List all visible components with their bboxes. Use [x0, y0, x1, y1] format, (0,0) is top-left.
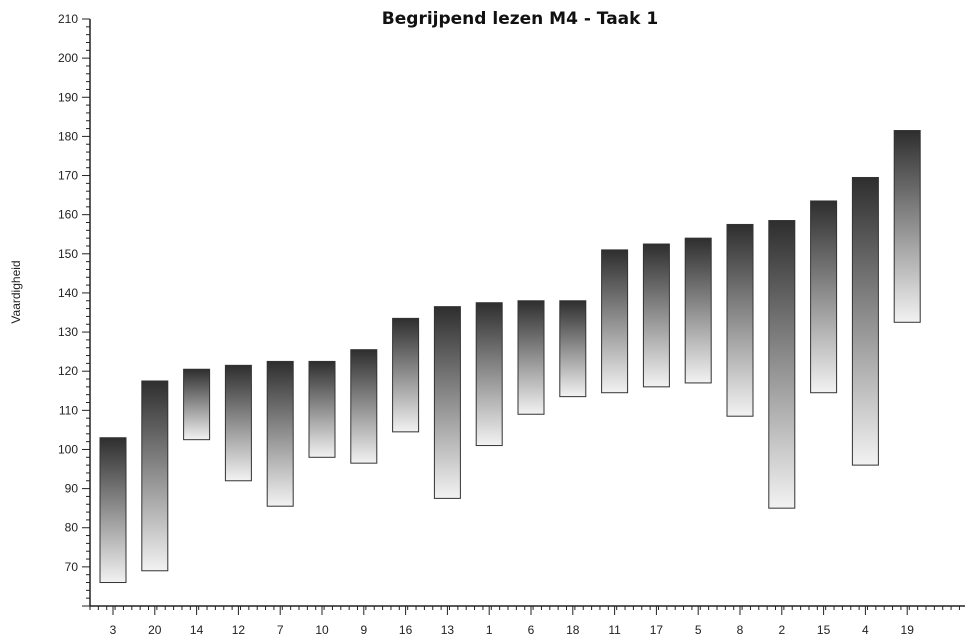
- x-tick-label: 9: [360, 623, 367, 637]
- range-bar: [224, 364, 252, 482]
- x-tick-label: 18: [566, 623, 580, 637]
- x-tick-label: 10: [315, 623, 329, 637]
- y-tick-label: 110: [59, 403, 78, 417]
- range-bar: [517, 300, 545, 415]
- y-tick-label: 210: [58, 12, 78, 26]
- range-bar: [266, 360, 294, 507]
- x-tick-label: 3: [110, 623, 117, 637]
- range-bar: [601, 249, 629, 394]
- x-tick-label: 7: [277, 623, 284, 637]
- range-bar: [810, 200, 838, 394]
- range-bar: [851, 176, 879, 466]
- range-bar: [475, 302, 503, 447]
- range-bar: [183, 368, 211, 441]
- x-tick-label: 6: [528, 623, 535, 637]
- range-bar: [559, 300, 587, 398]
- y-tick-label: 80: [65, 521, 79, 535]
- x-tick-label: 1: [486, 623, 493, 637]
- range-bar: [350, 349, 378, 464]
- x-tick-label: 17: [650, 623, 664, 637]
- range-bar: [726, 223, 754, 417]
- x-tick-label: 11: [608, 623, 621, 637]
- y-tick-label: 120: [58, 364, 78, 378]
- x-tick-label: 16: [399, 623, 413, 637]
- range-bar: [768, 220, 796, 509]
- y-axis: 70 80 90 100 110 120 130 140 150 160 170 180 190 200 2…: [58, 12, 91, 607]
- range-bar: [392, 317, 420, 433]
- x-tick-label: 4: [862, 623, 869, 637]
- range-bar: [893, 130, 921, 323]
- y-tick-label: 70: [65, 560, 79, 574]
- y-axis-label: Vaardigheid: [9, 260, 23, 323]
- x-tick-label: 8: [737, 623, 744, 637]
- x-tick-label: 20: [148, 623, 162, 637]
- x-tick-label: 14: [190, 623, 204, 637]
- range-bar: [99, 437, 127, 584]
- y-tick-label: 170: [58, 169, 78, 183]
- y-tick-label: 150: [58, 247, 78, 261]
- y-tick-label: 130: [58, 325, 78, 339]
- y-tick-label: 100: [58, 442, 78, 456]
- range-bar: [308, 360, 336, 458]
- x-tick-label: 5: [695, 623, 702, 637]
- y-tick-label: 200: [58, 51, 78, 65]
- range-bar: [684, 237, 712, 384]
- bars: [99, 130, 921, 584]
- x-tick-label: 15: [817, 623, 831, 637]
- x-tick-label: 19: [901, 623, 915, 637]
- x-tick-label: 12: [232, 623, 246, 637]
- y-tick-label: 190: [58, 90, 78, 104]
- range-bar: [642, 243, 670, 388]
- y-tick-label: 140: [58, 286, 78, 300]
- x-tick-label: 13: [441, 623, 455, 637]
- chart-title: Begrijpend lezen M4 - Taak 1: [382, 9, 658, 29]
- y-tick-label: 180: [58, 129, 78, 143]
- x-tick-label: 2: [778, 623, 785, 637]
- x-axis: 3 20 14 12 7 10 9 16 13 1 6 18 11 17 5 8 2 15 4 19: [89, 605, 965, 637]
- range-bar: [433, 306, 461, 499]
- range-bar: [141, 380, 169, 572]
- y-tick-label: 90: [65, 482, 79, 496]
- y-tick-label: 160: [58, 208, 78, 222]
